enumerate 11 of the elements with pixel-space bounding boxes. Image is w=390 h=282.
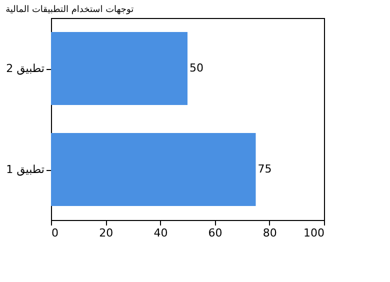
x-tick-label: 0 [52, 226, 58, 240]
data-label: 50 [190, 62, 204, 74]
chart-title: توجهات استخدام التطبيقات المالية [6, 5, 134, 15]
x-tick-label: 80 [262, 226, 277, 240]
x-tick-label: 40 [154, 226, 168, 240]
y-tick-label: تطبيق 2 [6, 62, 44, 75]
x-tick-label: 60 [208, 226, 222, 240]
data-label: 75 [258, 162, 272, 176]
x-tick-label: 100 [304, 226, 324, 240]
y-tick-label: تطبيق 1 [6, 163, 44, 176]
x-tick-label: 20 [99, 226, 114, 240]
